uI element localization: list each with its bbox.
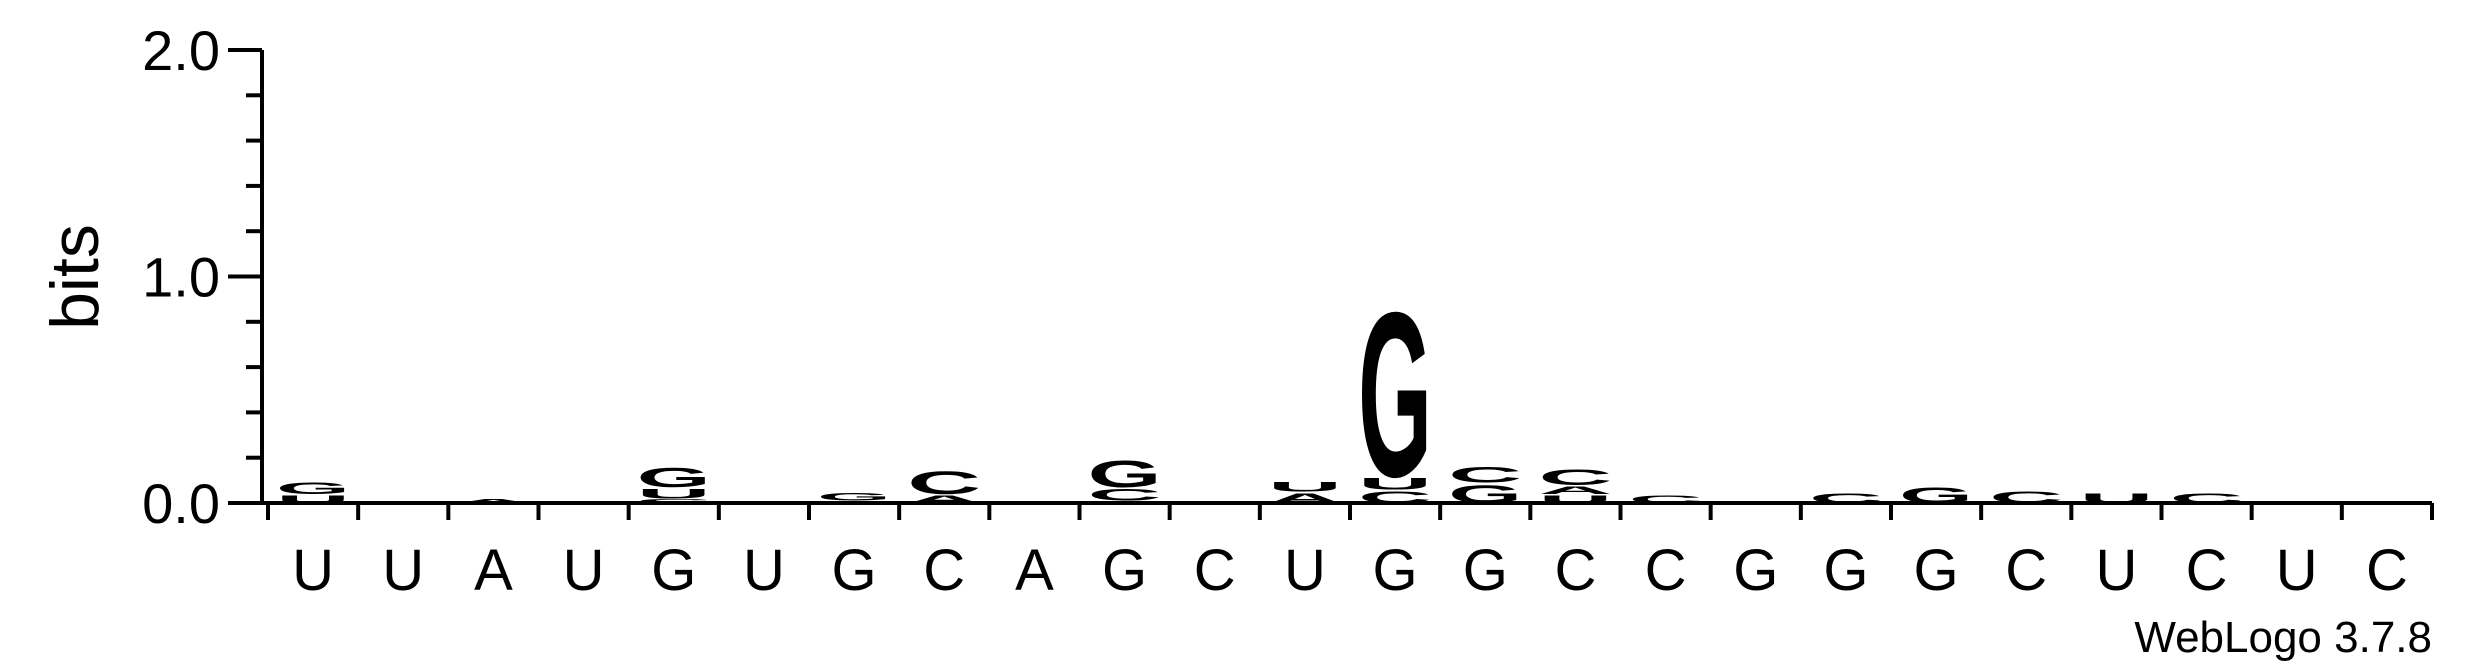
x-tick-label: G [1914, 538, 1959, 603]
logo-letter-c: C [1538, 465, 1612, 490]
logo-letter-u: U [1358, 475, 1432, 493]
x-tick-label: U [2276, 538, 2318, 603]
y-axis-label: bits [37, 224, 113, 330]
x-tick-label: C [2186, 538, 2228, 603]
logo-letter-a: A [1538, 484, 1612, 496]
y-ticks: 0.0 1.0 2.0 [142, 19, 262, 535]
x-tick-label: U [382, 538, 424, 603]
x-tick-label: A [1015, 538, 1054, 603]
logo-letter-g: G [1358, 263, 1432, 525]
axes [260, 50, 2432, 505]
x-tick-label: U [2095, 538, 2137, 603]
x-tick-label: U [563, 538, 605, 603]
y-tick-label: 1.0 [142, 246, 220, 309]
logo-letter-g: G [276, 479, 350, 497]
x-tick-label: C [923, 538, 965, 603]
x-tick-label: G [1733, 538, 1778, 603]
y-tick-label: 0.0 [142, 472, 220, 535]
x-tick-label: U [1284, 538, 1326, 603]
weblogo-credit: WebLogo 3.7.8 [2134, 613, 2432, 662]
logo-letter-u: U [1268, 480, 1342, 495]
x-tick-label: G [1102, 538, 1147, 603]
x-tick-label: G [1463, 538, 1508, 603]
logo-letter-g: G [637, 463, 711, 493]
x-tick-label: C [2005, 538, 2047, 603]
logo-letter-c: C [907, 465, 981, 502]
logo-letter-g: G [1088, 453, 1162, 496]
x-tick-label: G [651, 538, 696, 603]
logo-letter-c: C [1448, 463, 1522, 488]
logo-letter-g: G [817, 491, 891, 503]
x-tick-label: G [1373, 538, 1418, 603]
logo-letter-c: C [1088, 486, 1162, 504]
x-tick-label: C [2366, 538, 2408, 603]
x-tick-label: C [1645, 538, 1687, 603]
logo-letter-u: U [637, 486, 711, 501]
x-tick-label: C [1194, 538, 1236, 603]
x-tick-label: U [292, 538, 334, 603]
x-tick-label: C [1554, 538, 1596, 603]
x-tick-label: U [743, 538, 785, 603]
x-tick-label: A [474, 538, 513, 603]
y-tick-label: 2.0 [142, 19, 220, 82]
x-tick-label: G [1823, 538, 1868, 603]
x-tick-label: G [832, 538, 877, 603]
